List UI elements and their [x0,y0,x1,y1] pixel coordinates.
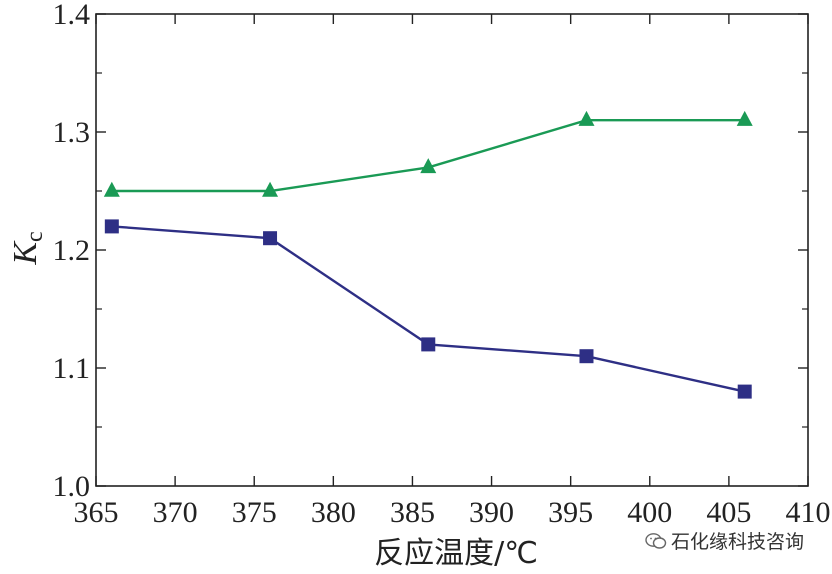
y-tick-label: 1.2 [53,234,91,267]
x-tick-label: 395 [548,496,593,529]
x-tick-label: 390 [469,496,514,529]
series-1-point [578,110,595,126]
y-tick-label: 1.0 [53,470,91,503]
plot-frame [95,13,809,487]
x-tick-label: 400 [627,496,672,529]
series-1-point [420,158,437,174]
series-1-point [103,181,120,197]
y-tick-label: 1.1 [53,352,91,385]
series-1-point [262,181,279,197]
x-tick-label: 375 [232,496,277,529]
x-tick-label: 380 [311,496,356,529]
series-1-point [736,110,753,126]
y-axis-title: Kc [7,231,48,265]
watermark: 石化缘科技咨询 [645,527,804,554]
series-2-point [421,337,436,352]
y-tick-label: 1.3 [53,116,91,149]
series-2-point [579,349,594,364]
x-tick-label: 370 [153,496,198,529]
svg-text:Kc: Kc [7,231,48,265]
series-2-line [111,225,745,393]
y-tick-label: 1.4 [53,0,91,31]
x-tick-label: 410 [786,496,831,529]
watermark-text: 石化缘科技咨询 [670,531,804,553]
series-2-point [737,384,752,399]
x-axis-title: 反应温度/℃ [374,536,538,571]
x-tick-label: 365 [74,496,119,529]
x-tick-label: 385 [390,496,435,529]
series-2-point [104,219,119,234]
series-2-point [263,231,278,246]
x-tick-label: 405 [706,496,751,529]
series-1-line [111,118,745,193]
wechat-icon [645,532,667,549]
